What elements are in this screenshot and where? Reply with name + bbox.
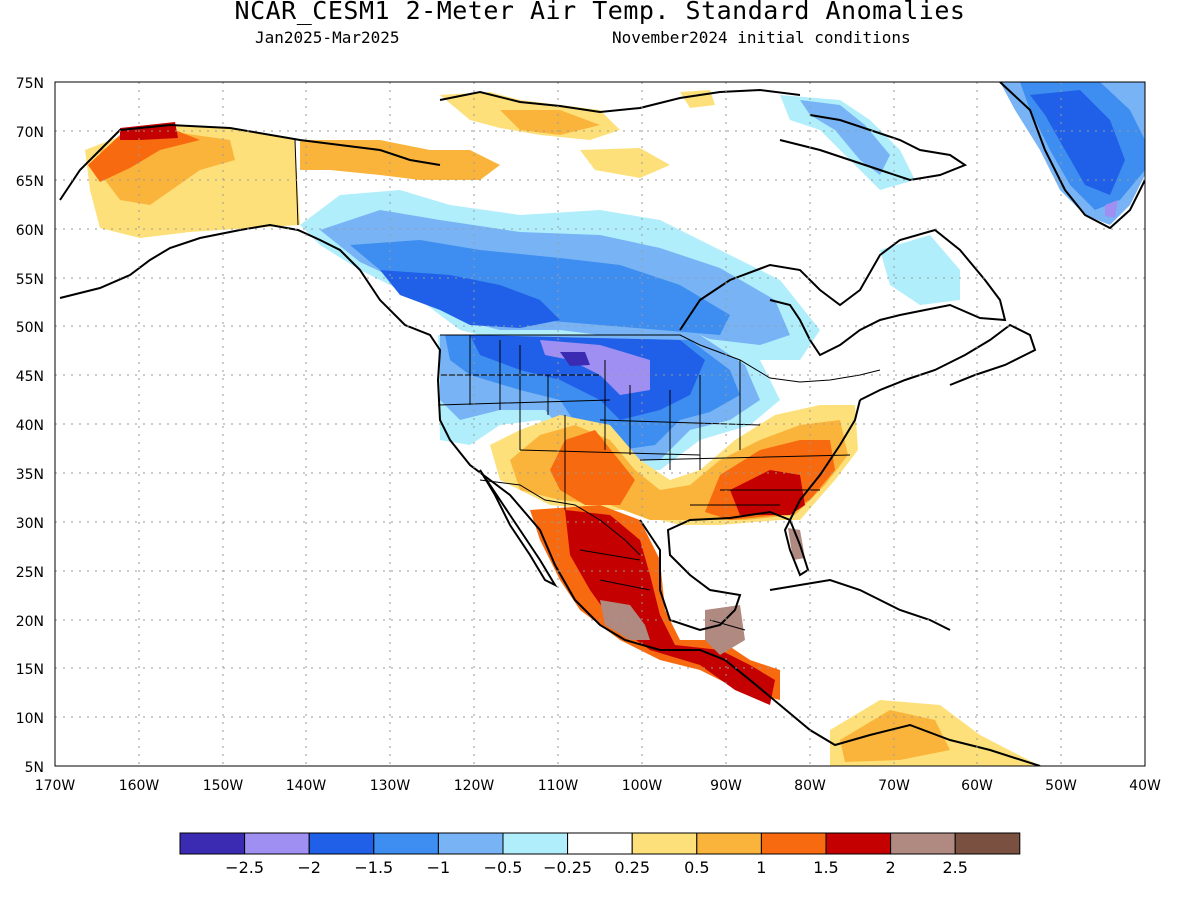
plains-extreme-cold-core [560, 352, 590, 366]
lat-label: 65N [16, 174, 44, 190]
canada-us-border [440, 334, 881, 383]
southeast-hot-region [730, 470, 805, 515]
lon-label: 120W [454, 778, 495, 794]
gulf-of-mexico-coastline [639, 399, 861, 632]
south-america-warm-core [840, 710, 950, 762]
lon-label: 60W [961, 778, 993, 794]
alaska-strong-warm [88, 128, 200, 182]
lat-label: 25N [16, 565, 44, 581]
caribbean-coastline [769, 578, 951, 631]
lat-label: 20N [16, 614, 44, 630]
canada-coldest-band [380, 270, 560, 328]
political-borders [294, 139, 881, 631]
lon-label: 170W [35, 778, 76, 794]
colorbar-swatch [825, 832, 892, 855]
colorbar-label: 0.5 [684, 858, 709, 877]
colorbar-swatch [437, 832, 504, 855]
us-mexico-border [479, 479, 641, 556]
colorbar-swatch [179, 832, 246, 855]
baffin-coastline [779, 114, 968, 182]
coastlines [59, 82, 1145, 766]
longitude-axis: 170W 160W 150W 140W 130W 120W 110W 100W … [35, 778, 1161, 794]
colorbar-label: −2.5 [225, 858, 264, 877]
colorbar-swatch [890, 832, 956, 855]
colorbar-label: −0.25 [543, 858, 592, 877]
us-north-coldest-region [470, 335, 705, 420]
lon-label: 70W [878, 778, 910, 794]
colorbar-swatch [502, 832, 569, 855]
lat-label: 55N [16, 272, 44, 288]
alaska-canada-border [294, 139, 299, 226]
colorbar-swatch [760, 832, 827, 855]
arctic-islands-warm-core [500, 110, 600, 135]
forecast-period: Jan2025-Mar2025 [255, 28, 400, 47]
colorbar-swatch [954, 832, 1021, 855]
lat-label: 10N [16, 711, 44, 727]
central-america-extreme-warm [705, 605, 745, 655]
yukon-warm-region [300, 140, 500, 180]
lat-label: 50N [16, 320, 44, 336]
east-coast-coastline [859, 323, 1037, 401]
colorbar-label: −1.5 [354, 858, 393, 877]
florida-extreme-warm [788, 528, 805, 560]
page-title: NCAR_CESM1 2-Meter Air Temp. Standard An… [234, 0, 966, 25]
lat-label: 70N [16, 125, 44, 141]
colorbar-label: −1 [427, 858, 451, 877]
colorbar-label: 0.25 [614, 858, 650, 877]
greenland-extreme-cold [1105, 200, 1118, 218]
mexico-hot-region [565, 510, 775, 705]
mexico-state-lines [579, 549, 746, 631]
southwest-strong-warm [550, 430, 635, 505]
lat-label: 35N [16, 467, 44, 483]
colorbar-label: 2 [886, 858, 896, 877]
arctic-islands-coastline [439, 88, 801, 114]
colorbar-swatch [308, 832, 375, 855]
colorbar-swatch [244, 832, 310, 855]
graticule [55, 82, 1145, 766]
lon-label: 50W [1045, 778, 1077, 794]
colorbar-labels: −2.5 −2 −1.5 −1 −0.5 −0.25 0.25 0.5 1 1.5 2 2.5 [225, 858, 968, 877]
lon-label: 140W [286, 778, 327, 794]
colorbar-label: 2.5 [942, 858, 967, 877]
hudson-bay-coastline [679, 228, 1007, 357]
colorbar-swatch [631, 832, 698, 855]
alaska-north-coastline [59, 123, 441, 201]
lon-label: 130W [370, 778, 411, 794]
canada-colder-region [350, 240, 730, 335]
lon-label: 80W [794, 778, 826, 794]
colorbar-label: 1 [756, 858, 766, 877]
latitude-axis: 75N 70N 65N 60N 55N 50N 45N 40N 35N 30N … [16, 76, 44, 776]
lat-label: 15N [16, 662, 44, 678]
colorbar-label: 1.5 [813, 858, 838, 877]
colorbar-swatch [696, 832, 762, 855]
alaska-coastline [59, 223, 1041, 766]
lon-label: 150W [203, 778, 244, 794]
lat-label: 5N [25, 760, 44, 776]
nunavut-cold-region [800, 100, 890, 175]
lon-label: 40W [1129, 778, 1161, 794]
lon-label: 160W [119, 778, 160, 794]
colorbar-label: −2 [297, 858, 321, 877]
quebec-cool-region [880, 235, 960, 305]
anomaly-shading [85, 82, 1145, 766]
colorbar-swatch [567, 832, 633, 855]
greenland-coastline [999, 82, 1145, 230]
baja-california-coastline [479, 469, 558, 588]
map-frame [54, 81, 1146, 767]
greenland-colder [1030, 90, 1125, 195]
arctic-warm-east [580, 148, 670, 178]
lon-label: 110W [538, 778, 579, 794]
lon-label: 90W [710, 778, 742, 794]
initial-conditions: November2024 initial conditions [612, 28, 911, 47]
colorbar-label: −0.5 [484, 858, 523, 877]
lat-label: 30N [16, 516, 44, 532]
colorbar [179, 832, 1021, 855]
lon-label: 100W [622, 778, 663, 794]
lat-label: 60N [16, 223, 44, 239]
colorbar-swatch [373, 832, 439, 855]
lat-label: 40N [16, 418, 44, 434]
lat-label: 75N [16, 76, 44, 92]
lat-label: 45N [16, 369, 44, 385]
